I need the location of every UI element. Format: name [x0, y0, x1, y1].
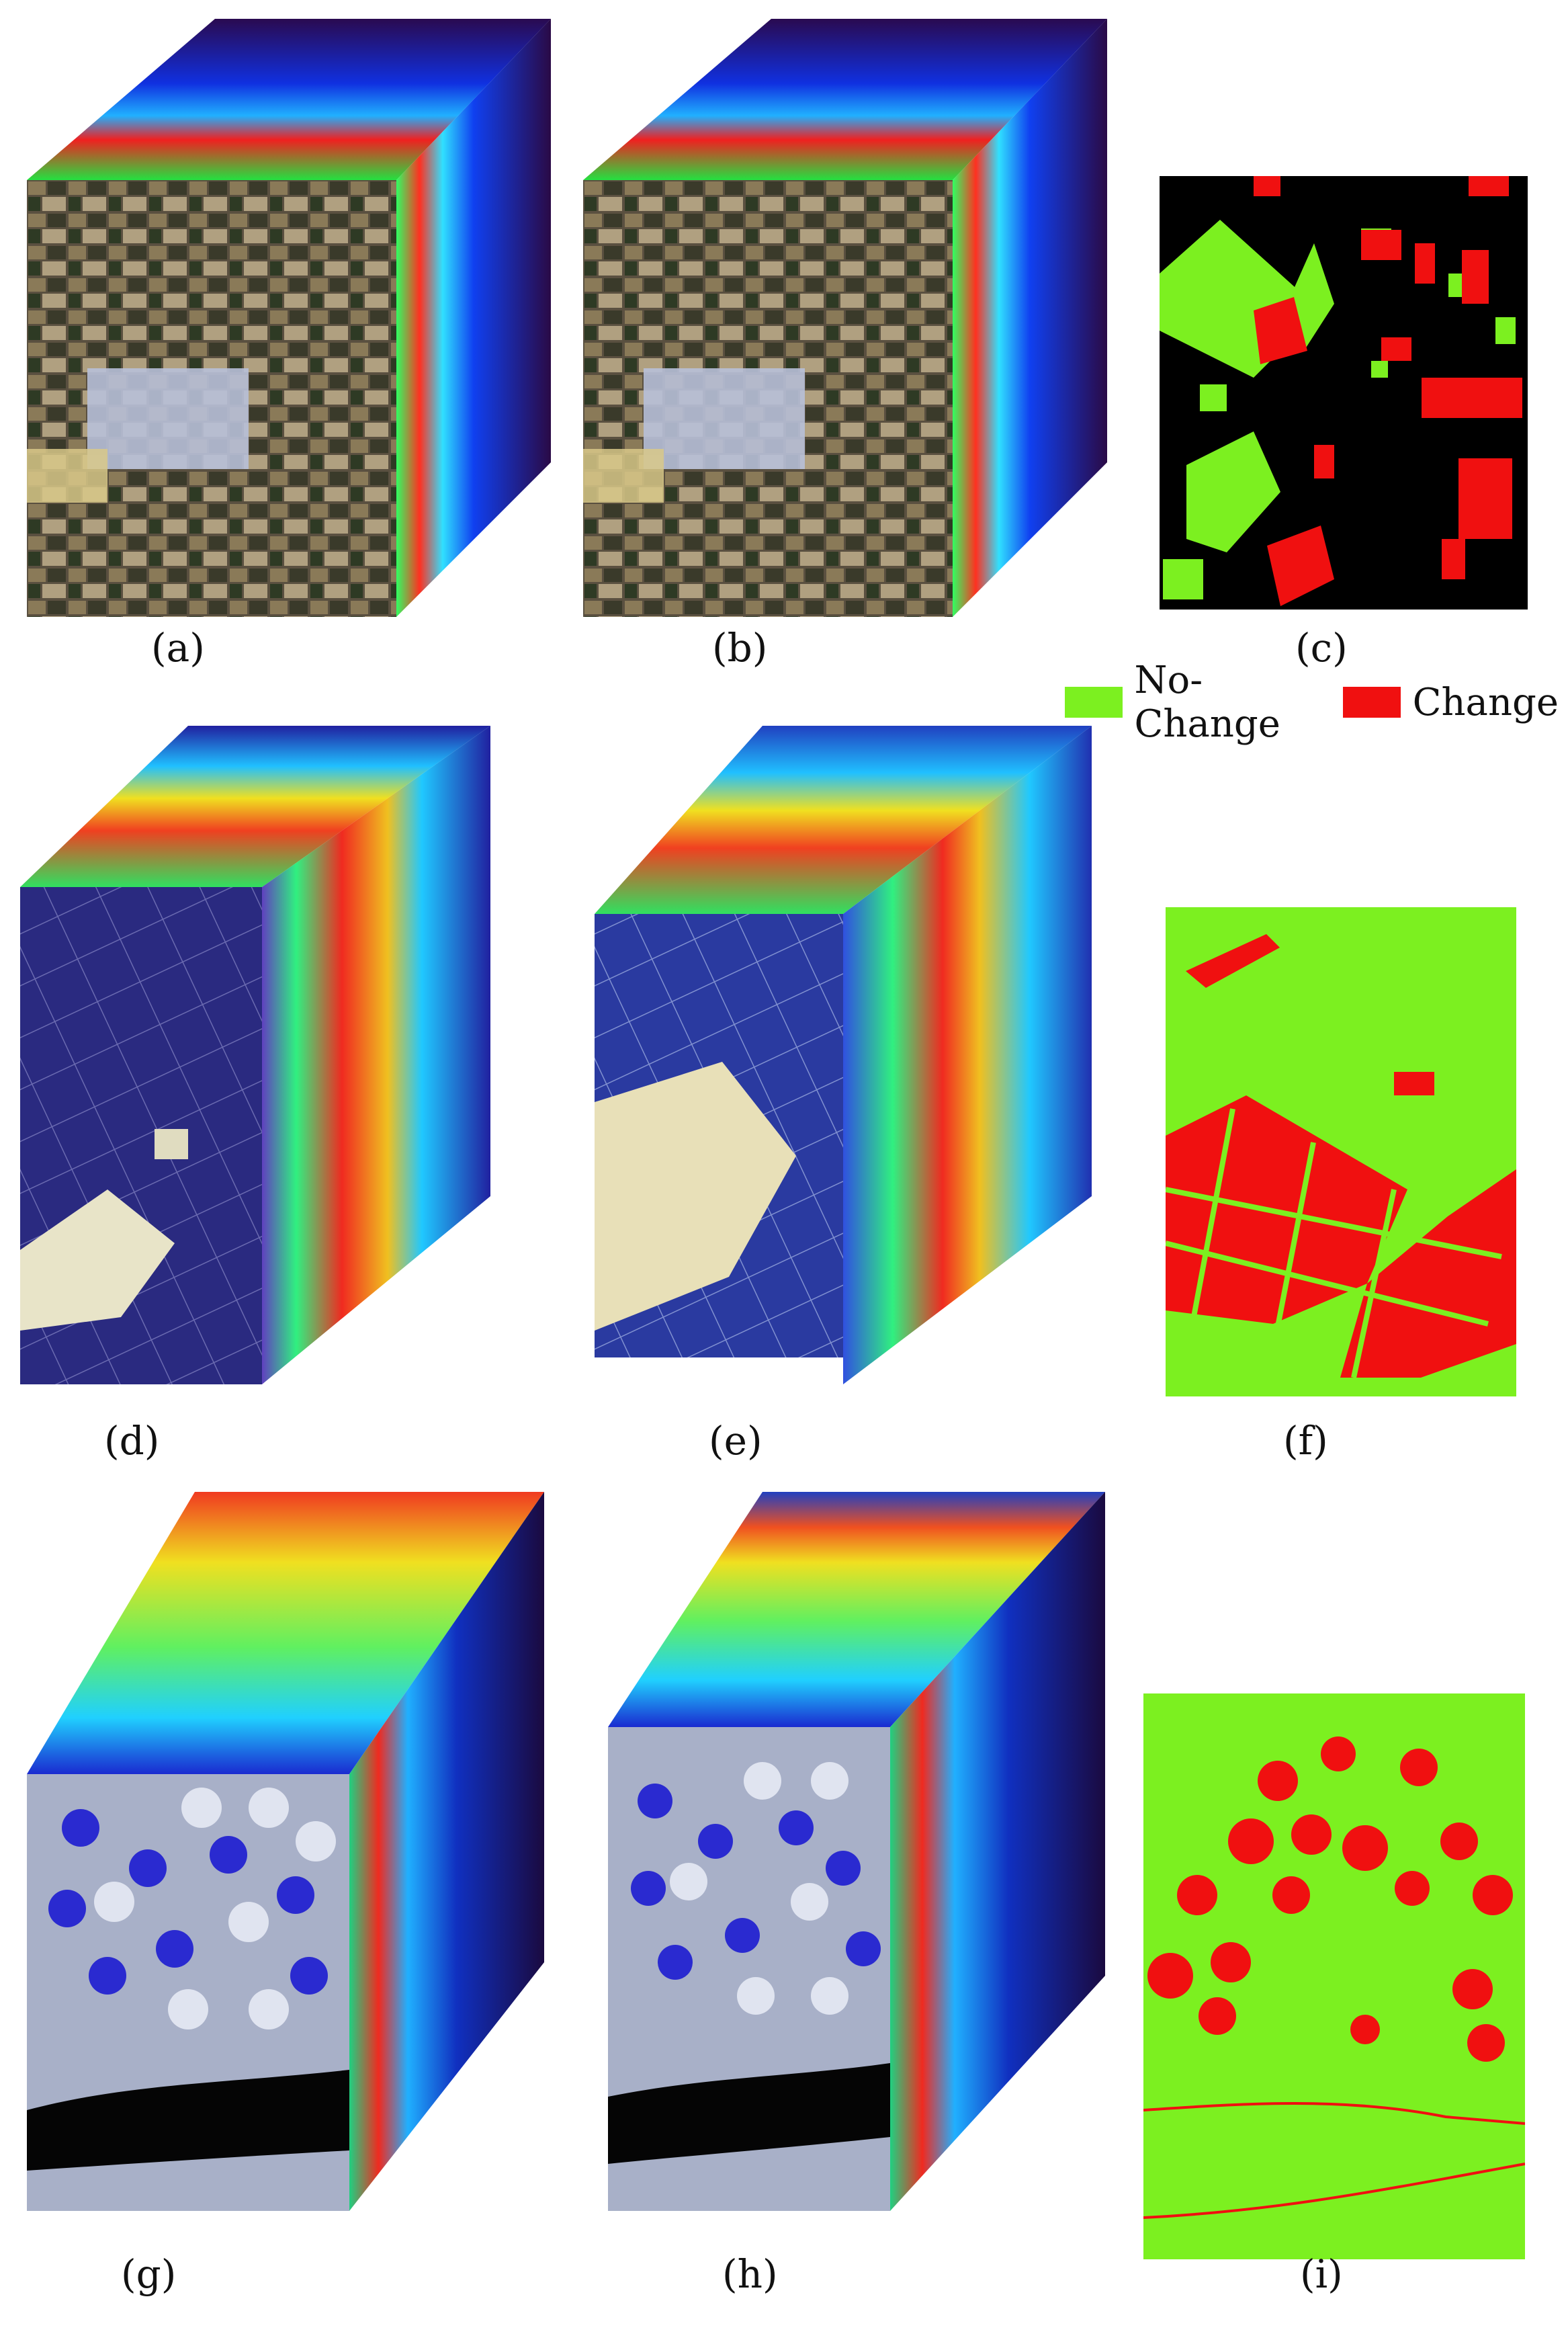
panel-b-caption: (b) [712, 625, 768, 671]
panel-f-caption: (f) [1283, 1418, 1328, 1464]
legend-label-no-change: No-Change [1134, 659, 1280, 746]
panel-c-change-map [1160, 176, 1528, 610]
panel-d-hyperspectral-cube [20, 726, 517, 1384]
cube-b-graphic [583, 19, 1107, 617]
legend-label-change: Change [1412, 680, 1559, 724]
panel-e-caption: (e) [709, 1418, 763, 1464]
panel-h-hyperspectral-cube [608, 1492, 1119, 2211]
legend-swatch-no-change [1065, 687, 1123, 718]
panel-h-caption: (h) [722, 2251, 778, 2297]
panel-i-caption: (i) [1300, 2251, 1343, 2297]
change-map-c-graphic [1160, 176, 1528, 610]
cube-a-graphic [27, 19, 551, 617]
panel-g-hyperspectral-cube [27, 1492, 558, 2211]
panel-i-change-map [1143, 1693, 1525, 2259]
change-map-f-graphic [1166, 907, 1516, 1396]
panel-g-caption: (g) [121, 2251, 177, 2297]
panel-c-caption: (c) [1295, 625, 1348, 671]
panel-e-hyperspectral-cube [595, 726, 1105, 1384]
panel-b-hyperspectral-cube [583, 19, 1114, 617]
panel-a-caption: (a) [151, 625, 205, 671]
change-legend: No-Change Change [1065, 659, 1568, 746]
cube-g-graphic [27, 1492, 544, 2211]
panel-d-caption: (d) [104, 1418, 160, 1464]
cube-h-graphic [608, 1492, 1105, 2211]
cube-e-graphic [595, 726, 1092, 1384]
cube-d-graphic [20, 726, 490, 1384]
panel-a-hyperspectral-cube [27, 19, 558, 617]
change-map-i-graphic [1143, 1693, 1525, 2259]
legend-swatch-change [1343, 687, 1401, 718]
panel-f-change-map [1166, 907, 1516, 1396]
